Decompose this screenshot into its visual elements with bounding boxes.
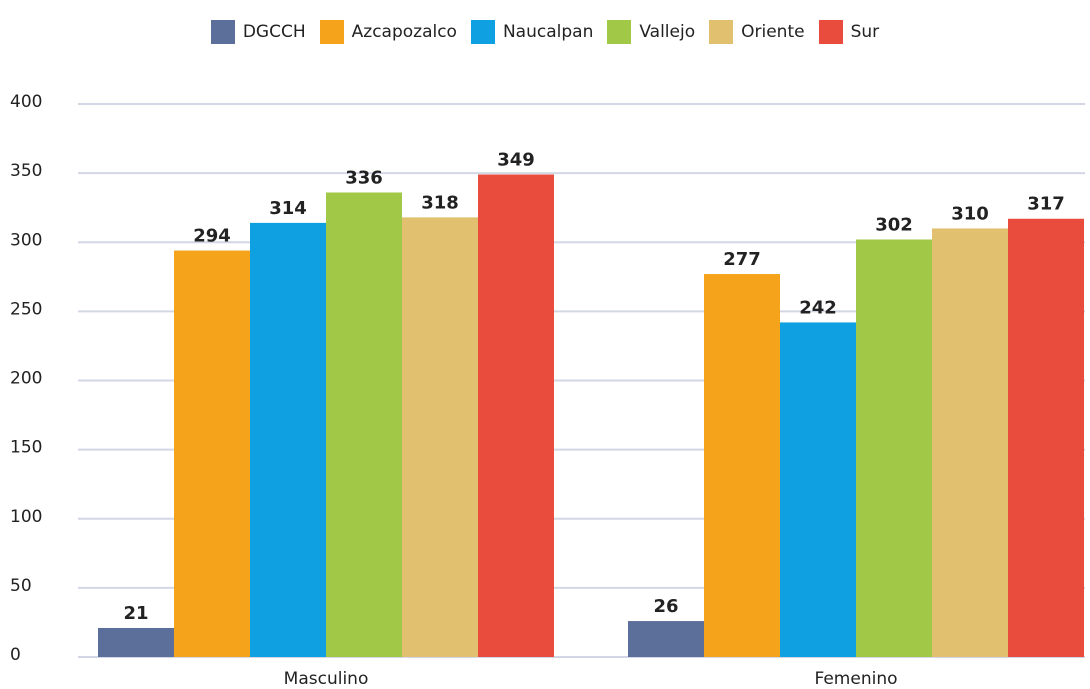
y-tick-label: 250 xyxy=(10,299,42,319)
bar xyxy=(704,274,780,657)
legend-item: DGCCH xyxy=(210,20,306,44)
value-label: 310 xyxy=(951,203,989,224)
bar xyxy=(402,217,478,658)
value-label: 336 xyxy=(345,167,383,188)
bar xyxy=(628,621,704,657)
legend-item: Naucalpan xyxy=(470,20,594,44)
legend-label: Oriente xyxy=(741,22,805,42)
legend-label: Vallejo xyxy=(639,22,696,42)
legend-item: Sur xyxy=(818,20,880,44)
legend: DGCCH Azcapozalco Naucalpan Vallejo Oriente S… xyxy=(0,20,1090,44)
y-tick-label: 200 xyxy=(10,369,42,389)
bar xyxy=(98,627,174,657)
y-tick-label: 50 xyxy=(10,576,32,596)
legend-label: Naucalpan xyxy=(502,22,594,42)
value-label: 21 xyxy=(123,603,148,624)
value-label: 242 xyxy=(799,297,837,318)
y-tick-label: 0 xyxy=(10,645,21,665)
legend-label: Azcapozalco xyxy=(351,22,457,42)
value-label: 314 xyxy=(269,198,307,219)
legend-swatch xyxy=(470,20,495,44)
legend-item: Azcapozalco xyxy=(319,20,457,44)
value-label: 277 xyxy=(723,249,761,270)
legend-swatch xyxy=(210,20,235,44)
bar xyxy=(174,250,250,658)
legend-item: Vallejo xyxy=(607,20,695,44)
bar xyxy=(478,174,554,657)
bar xyxy=(856,239,932,658)
y-tick-label: 350 xyxy=(10,161,42,181)
bar xyxy=(326,192,402,658)
value-label: 294 xyxy=(193,226,231,247)
value-label: 302 xyxy=(875,214,913,235)
bar xyxy=(1008,218,1084,657)
bar xyxy=(932,228,1008,658)
bar xyxy=(780,322,856,657)
value-label: 317 xyxy=(1027,194,1065,215)
x-tick-label: Femenino xyxy=(815,669,898,689)
x-tick-label: Masculino xyxy=(284,669,369,689)
legend-label: DGCCH xyxy=(242,22,306,42)
legend-label: Sur xyxy=(850,22,880,42)
value-label: 26 xyxy=(653,596,678,617)
y-tick-label: 100 xyxy=(10,507,42,527)
legend-swatch xyxy=(818,20,843,44)
bar xyxy=(250,222,326,657)
legend-swatch xyxy=(607,20,632,44)
value-label: 318 xyxy=(421,192,459,213)
legend-swatch xyxy=(319,20,344,44)
y-tick-label: 150 xyxy=(10,438,42,458)
value-label: 349 xyxy=(497,150,535,171)
y-tick-label: 300 xyxy=(10,230,42,250)
y-tick-label: 400 xyxy=(10,92,42,112)
legend-swatch xyxy=(709,20,734,44)
legend-item: Oriente xyxy=(709,20,805,44)
